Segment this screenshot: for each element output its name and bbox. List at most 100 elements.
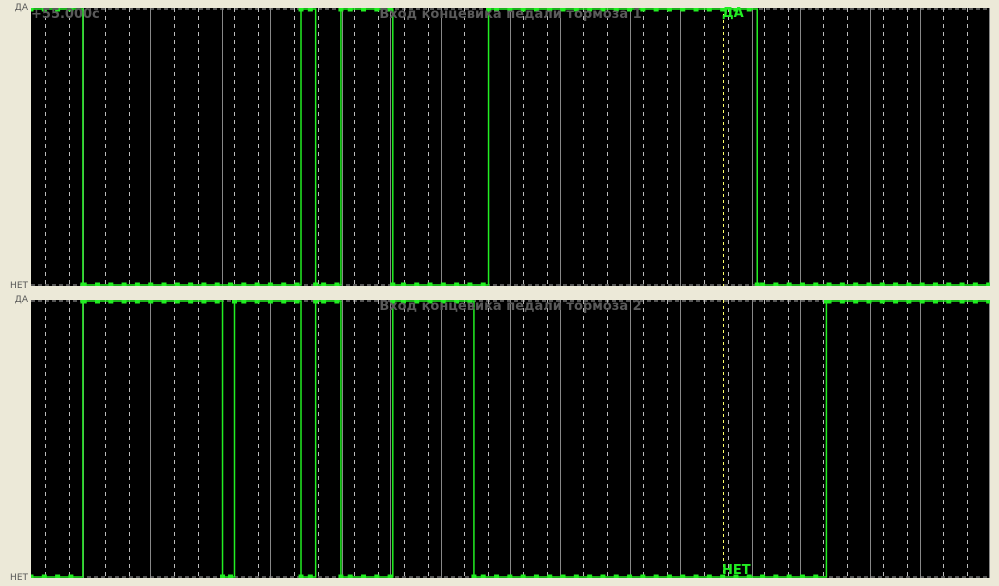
sample-marker [41,574,47,578]
sample-marker [879,282,885,286]
sample-marker [294,300,300,304]
sample-marker [799,574,805,578]
sample-marker [494,8,500,12]
sample-marker [680,8,686,12]
sample-marker [121,282,127,286]
sample-marker [454,282,460,286]
level-high-label-1: ДА [14,3,28,13]
sample-marker [823,300,829,304]
sample-marker [241,282,247,286]
sample-marker [228,282,234,286]
sample-marker [600,8,606,12]
sample-marker [533,8,539,12]
sample-marker [986,282,990,286]
sample-marker [188,282,194,286]
sample-marker [134,300,140,304]
sample-marker [374,574,380,578]
sample-marker [959,300,965,304]
sample-marker [826,300,832,304]
sample-marker [507,8,513,12]
sample-marker [799,282,805,286]
sample-marker [733,574,739,578]
sample-marker [932,300,938,304]
sample-marker [906,300,912,304]
sample-marker [347,574,353,578]
sample-marker [440,282,446,286]
sample-marker [706,8,712,12]
sample-marker [680,574,686,578]
sample-marker [281,282,287,286]
sample-marker [986,300,990,304]
level-high-label-2: ДА [14,295,28,305]
sample-marker [347,8,353,12]
sample-marker [693,574,699,578]
sample-marker [746,8,752,12]
sample-marker [866,300,872,304]
cursor-time-label: +55.000с [31,7,100,22]
sample-marker [720,574,726,578]
sample-marker [338,8,344,12]
sample-marker [720,8,726,12]
sample-marker [361,8,367,12]
sample-marker [334,282,340,286]
sample-marker [560,574,566,578]
sample-marker [480,574,486,578]
sample-marker [879,300,885,304]
sample-marker [773,282,779,286]
sample-marker [746,574,752,578]
sample-marker [640,574,646,578]
sample-marker [148,300,154,304]
sample-marker [613,8,619,12]
sample-marker [573,574,579,578]
sample-marker [959,282,965,286]
sample-marker [760,574,766,578]
sample-marker [148,282,154,286]
sample-marker [427,282,433,286]
sample-marker [338,574,344,578]
sample-marker [267,282,273,286]
sample-marker [853,300,859,304]
sample-marker [161,282,167,286]
sample-marker [214,300,220,304]
sample-marker [387,574,393,578]
sample-marker [55,574,61,578]
sample-marker [220,574,226,578]
sample-marker [201,300,207,304]
sample-marker [214,282,220,286]
cursor-value-1: ДА [722,6,744,21]
sample-marker [547,8,553,12]
channel-title-1: Вход концевика педали тормоза 1 [379,7,642,22]
sample-marker [467,282,473,286]
sample-marker [666,8,672,12]
sample-marker [906,282,912,286]
sample-marker [31,8,34,12]
sample-marker [95,300,101,304]
sample-marker [174,282,180,286]
signal-trace [31,300,990,578]
sample-marker [627,8,633,12]
sample-marker [520,8,526,12]
sample-marker [201,282,207,286]
channel-plot-2[interactable]: Вход концевика педали тормоза 2 НЕТ [31,299,990,578]
channel-plot-1[interactable]: +55.000с Вход концевика педали тормоза 1… [31,6,990,286]
sample-marker [613,574,619,578]
sample-marker [134,282,140,286]
sample-marker [754,282,760,286]
sample-marker [467,300,473,304]
sample-marker [972,300,978,304]
sample-marker [919,300,925,304]
sample-marker [161,300,167,304]
sample-marker [893,282,899,286]
sample-marker [307,8,313,12]
sample-marker [919,282,925,286]
sample-marker [41,8,47,12]
sample-marker [390,282,396,286]
sample-marker [786,574,792,578]
sample-marker [298,574,304,578]
sample-marker [494,574,500,578]
sample-marker [560,8,566,12]
sample-marker [307,574,313,578]
sample-marker [533,574,539,578]
sample-marker [400,300,406,304]
sample-marker [390,300,396,304]
